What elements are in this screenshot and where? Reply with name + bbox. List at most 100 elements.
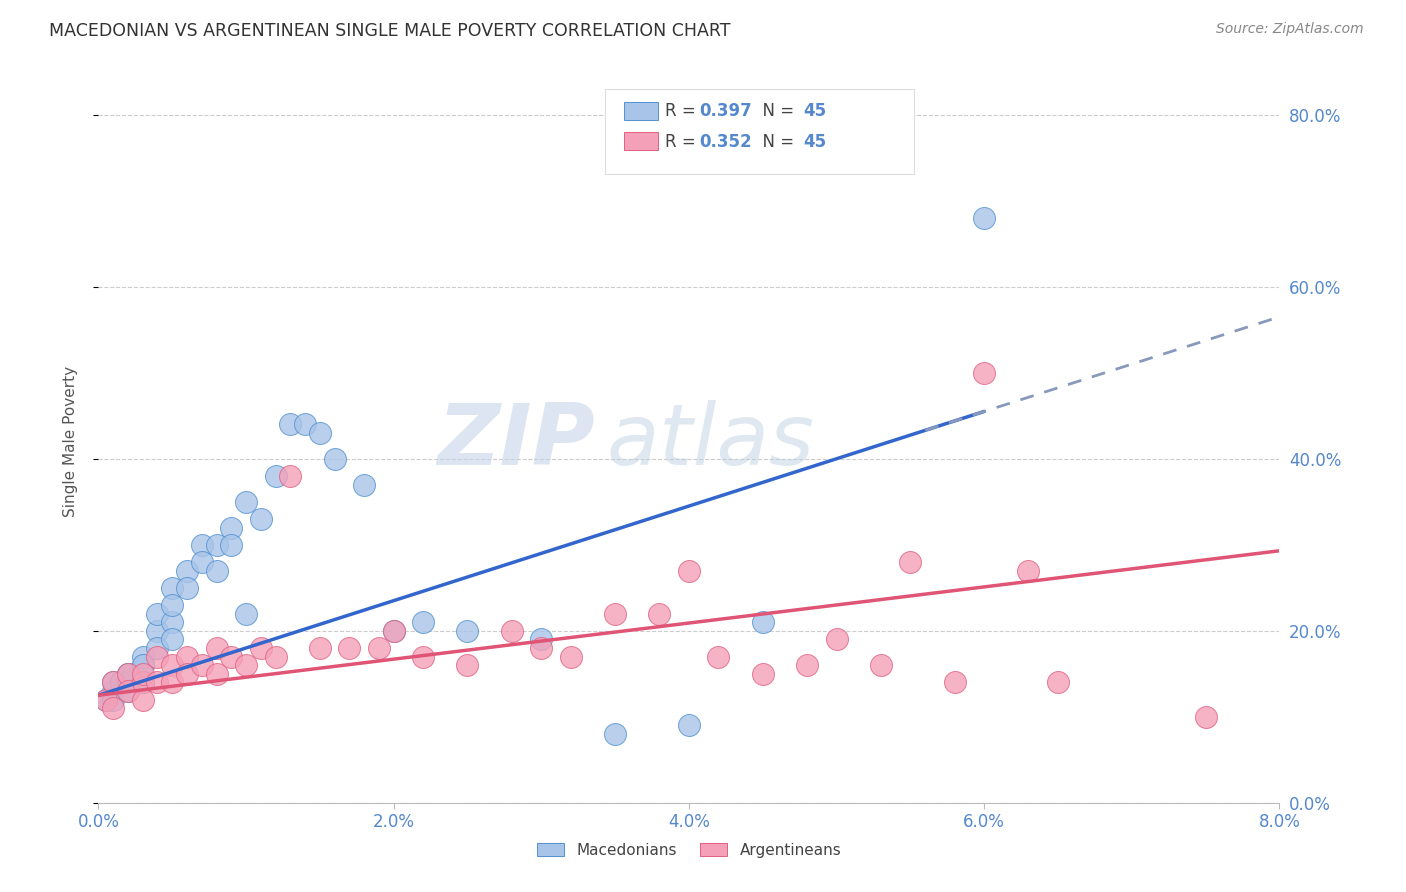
Point bbox=[250, 512, 273, 526]
Point bbox=[221, 538, 243, 552]
Point bbox=[176, 581, 198, 595]
Point bbox=[323, 451, 346, 466]
Point bbox=[110, 675, 132, 690]
Point bbox=[501, 624, 523, 638]
Point bbox=[648, 607, 671, 621]
Point bbox=[412, 615, 434, 630]
Point bbox=[235, 494, 257, 508]
Point bbox=[103, 692, 125, 706]
Point bbox=[678, 564, 700, 578]
Point bbox=[678, 718, 700, 732]
Point bbox=[221, 520, 243, 534]
Point bbox=[146, 649, 169, 664]
Point bbox=[382, 624, 405, 638]
Text: N =: N = bbox=[752, 103, 800, 120]
Legend: Macedonians, Argentineans: Macedonians, Argentineans bbox=[530, 837, 848, 863]
Point bbox=[973, 211, 995, 225]
Point bbox=[191, 658, 214, 673]
Point bbox=[132, 666, 155, 681]
Point bbox=[530, 640, 553, 655]
Point bbox=[605, 607, 627, 621]
Text: 45: 45 bbox=[803, 133, 825, 151]
Point bbox=[205, 538, 228, 552]
Text: atlas: atlas bbox=[606, 400, 814, 483]
Point bbox=[132, 692, 155, 706]
Point bbox=[117, 675, 139, 690]
Point bbox=[280, 469, 302, 483]
Point bbox=[146, 640, 169, 655]
Point bbox=[530, 632, 553, 647]
Point bbox=[162, 632, 183, 647]
Point bbox=[94, 692, 117, 706]
Point bbox=[205, 666, 228, 681]
Point bbox=[162, 581, 183, 595]
Point bbox=[264, 469, 287, 483]
Point bbox=[132, 658, 155, 673]
Point bbox=[560, 649, 582, 664]
Point bbox=[752, 615, 775, 630]
Point bbox=[900, 555, 922, 569]
Point bbox=[1195, 710, 1218, 724]
Point bbox=[309, 425, 332, 440]
Point bbox=[103, 675, 125, 690]
Point bbox=[235, 658, 257, 673]
Point bbox=[605, 727, 627, 741]
Point bbox=[117, 666, 139, 681]
Point bbox=[103, 701, 125, 715]
Point bbox=[176, 649, 198, 664]
Point bbox=[117, 666, 139, 681]
Point bbox=[457, 624, 479, 638]
Point bbox=[339, 640, 361, 655]
Y-axis label: Single Male Poverty: Single Male Poverty bbox=[63, 366, 77, 517]
Point bbox=[94, 692, 117, 706]
Point bbox=[146, 607, 169, 621]
Point bbox=[973, 366, 995, 380]
Point bbox=[162, 598, 183, 612]
Point bbox=[176, 666, 198, 681]
Point bbox=[707, 649, 730, 664]
Point bbox=[235, 607, 257, 621]
Point bbox=[368, 640, 391, 655]
Point bbox=[146, 624, 169, 638]
Point bbox=[250, 640, 273, 655]
Point bbox=[796, 658, 818, 673]
Point bbox=[1018, 564, 1040, 578]
Point bbox=[294, 417, 316, 432]
Point bbox=[221, 649, 243, 664]
Point bbox=[117, 684, 139, 698]
Point bbox=[205, 640, 228, 655]
Text: R =: R = bbox=[665, 103, 702, 120]
Text: N =: N = bbox=[752, 133, 800, 151]
Text: MACEDONIAN VS ARGENTINEAN SINGLE MALE POVERTY CORRELATION CHART: MACEDONIAN VS ARGENTINEAN SINGLE MALE PO… bbox=[49, 22, 731, 40]
Point bbox=[162, 675, 183, 690]
Point bbox=[191, 538, 214, 552]
Point bbox=[132, 658, 155, 673]
Text: 45: 45 bbox=[803, 103, 825, 120]
Point bbox=[205, 564, 228, 578]
Point bbox=[382, 624, 405, 638]
Point bbox=[1046, 675, 1070, 690]
Text: 0.352: 0.352 bbox=[699, 133, 751, 151]
Text: R =: R = bbox=[665, 133, 702, 151]
Point bbox=[412, 649, 434, 664]
Point bbox=[825, 632, 848, 647]
Point bbox=[280, 417, 302, 432]
Text: Source: ZipAtlas.com: Source: ZipAtlas.com bbox=[1216, 22, 1364, 37]
Point bbox=[162, 615, 183, 630]
Text: ZIP: ZIP bbox=[437, 400, 595, 483]
Point bbox=[146, 675, 169, 690]
Point bbox=[309, 640, 332, 655]
Point bbox=[752, 666, 775, 681]
Point bbox=[117, 666, 139, 681]
Point bbox=[132, 675, 155, 690]
Point bbox=[162, 658, 183, 673]
Point bbox=[870, 658, 893, 673]
Text: 0.397: 0.397 bbox=[699, 103, 752, 120]
Point bbox=[103, 675, 125, 690]
Point bbox=[117, 684, 139, 698]
Point bbox=[353, 477, 375, 491]
Point bbox=[103, 684, 125, 698]
Point bbox=[132, 675, 155, 690]
Point bbox=[132, 649, 155, 664]
Point bbox=[457, 658, 479, 673]
